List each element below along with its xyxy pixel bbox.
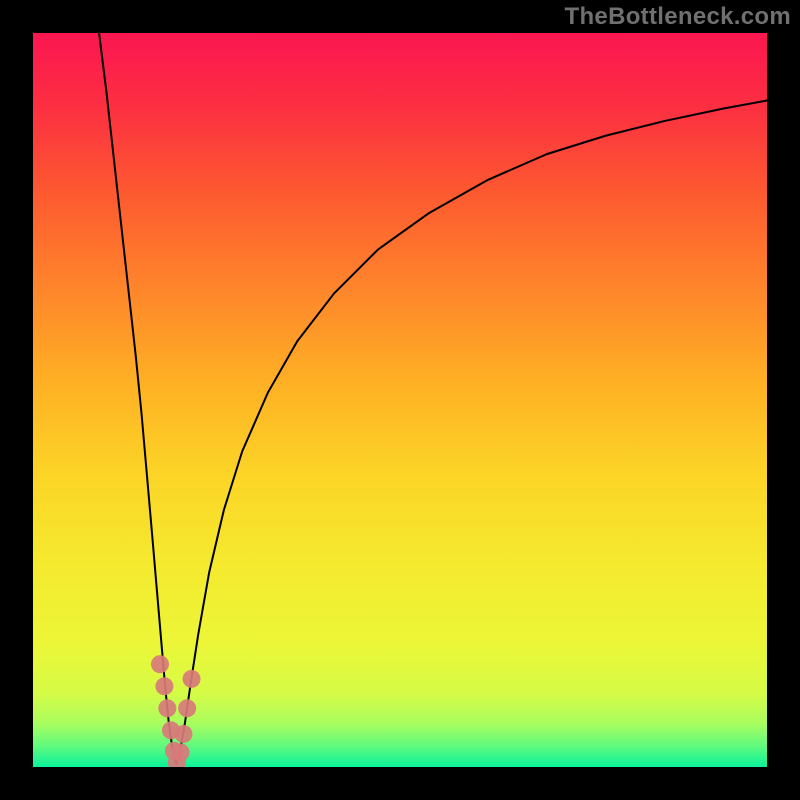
- marker-dot: [174, 725, 192, 743]
- plot-area: [33, 33, 767, 767]
- marker-dot: [172, 743, 190, 761]
- chart-svg: [33, 33, 767, 767]
- marker-dot: [158, 699, 176, 717]
- marker-dot: [151, 655, 169, 673]
- chart-wrapper: { "canvas": { "width": 800, "height": 80…: [0, 0, 800, 800]
- gradient-background: [33, 33, 767, 767]
- marker-dot: [155, 677, 173, 695]
- marker-dot: [183, 670, 201, 688]
- marker-dot: [178, 699, 196, 717]
- watermark-text: TheBottleneck.com: [565, 3, 791, 31]
